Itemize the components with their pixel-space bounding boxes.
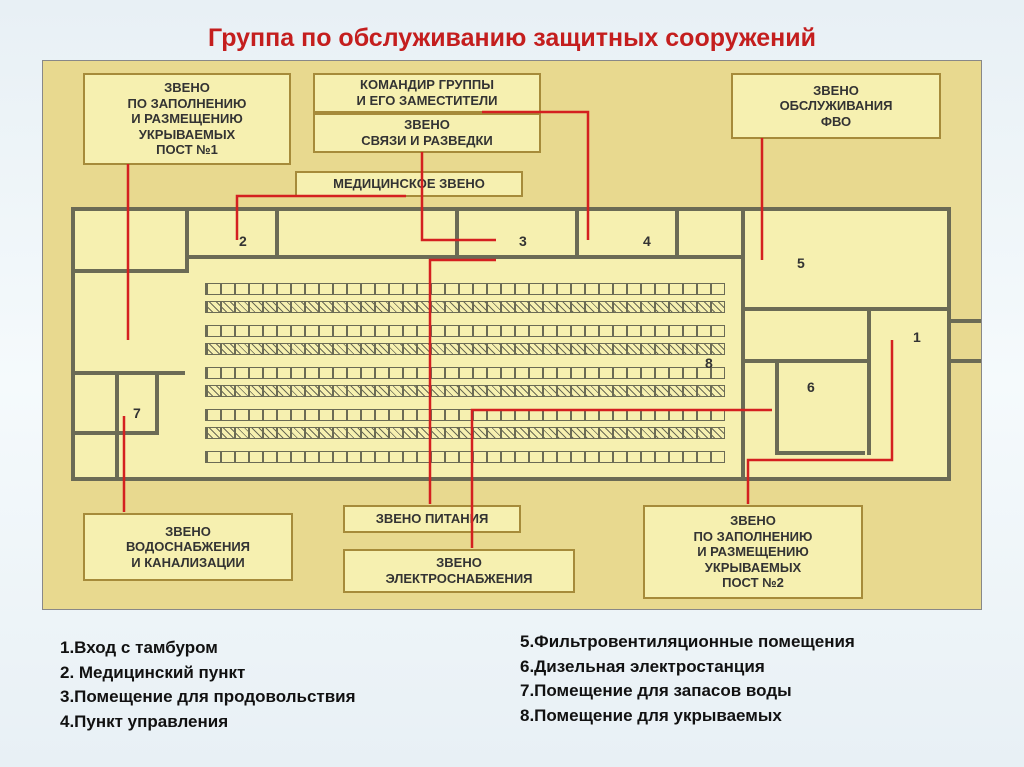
room-4: 4 <box>643 233 651 249</box>
room-2: 2 <box>239 233 247 249</box>
room-3: 3 <box>519 233 527 249</box>
legend-left: 1.Вход с тамбуром2. Медицинский пункт3.П… <box>60 636 356 735</box>
floorplan: 1 2 3 4 5 6 7 8 <box>71 207 951 481</box>
room-8: 8 <box>705 355 713 371</box>
room-1: 1 <box>913 329 921 345</box>
room-6: 6 <box>807 379 815 395</box>
room-5: 5 <box>797 255 805 271</box>
diagram-canvas: 1 2 3 4 5 6 7 8 ЗВЕНОПО ЗАПОЛНЕНИЮИ РАЗМ… <box>42 60 982 610</box>
label-post1: ЗВЕНОПО ЗАПОЛНЕНИЮИ РАЗМЕЩЕНИЮУКРЫВАЕМЫХ… <box>83 73 291 165</box>
label-water: ЗВЕНОВОДОСНАБЖЕНИЯИ КАНАЛИЗАЦИИ <box>83 513 293 581</box>
label-fvo: ЗВЕНООБСЛУЖИВАНИЯФВО <box>731 73 941 139</box>
room-7: 7 <box>133 405 141 421</box>
label-electro: ЗВЕНОЭЛЕКТРОСНАБЖЕНИЯ <box>343 549 575 593</box>
label-commander: КОМАНДИР ГРУППЫИ ЕГО ЗАМЕСТИТЕЛИ <box>313 73 541 113</box>
page-title: Группа по обслуживанию защитных сооружен… <box>0 24 1024 53</box>
label-food: ЗВЕНО ПИТАНИЯ <box>343 505 521 533</box>
legend-right: 5.Фильтровентиляционные помещения6.Дизел… <box>520 630 855 729</box>
label-comms: ЗВЕНОСВЯЗИ И РАЗВЕДКИ <box>313 113 541 153</box>
label-medical: МЕДИЦИНСКОЕ ЗВЕНО <box>295 171 523 197</box>
label-post2: ЗВЕНОПО ЗАПОЛНЕНИЮИ РАЗМЕЩЕНИЮУКРЫВАЕМЫХ… <box>643 505 863 599</box>
